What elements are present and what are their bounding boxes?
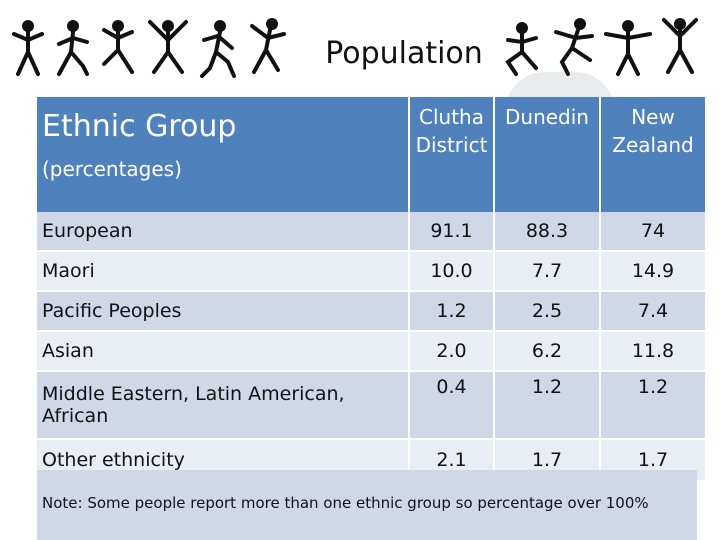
value-dunedin: 1.2 xyxy=(494,371,601,440)
row-label: European xyxy=(37,212,410,252)
table-row: Asian 2.0 6.2 11.8 xyxy=(37,331,705,372)
header-new-zealand: New Zealand xyxy=(600,97,705,212)
value-clutha: 10.0 xyxy=(409,251,495,292)
table-row: Maori 10.0 7.7 14.9 xyxy=(37,251,705,292)
row-label: Pacific Peoples xyxy=(37,291,410,332)
row-label: Asian xyxy=(37,331,410,372)
value-new-zealand: 14.9 xyxy=(600,251,705,292)
header-dunedin: Dunedin xyxy=(494,97,601,212)
table-row: Pacific Peoples 1.2 2.5 7.4 xyxy=(37,291,705,332)
value-new-zealand: 1.2 xyxy=(600,371,705,440)
ethnic-group-table: Ethnic Group (percentages) Clutha Distri… xyxy=(37,97,705,482)
value-new-zealand: 7.4 xyxy=(600,291,705,332)
value-clutha: 2.0 xyxy=(409,331,495,372)
value-dunedin: 6.2 xyxy=(494,331,601,372)
value-clutha: 0.4 xyxy=(409,371,495,440)
value-dunedin: 2.5 xyxy=(494,291,601,332)
page-title: Population xyxy=(325,36,483,71)
value-clutha: 91.1 xyxy=(409,212,495,252)
value-new-zealand: 74 xyxy=(600,212,705,252)
table-row: European 91.1 88.3 74 xyxy=(37,212,705,252)
title-bar: Population xyxy=(0,0,720,112)
header-clutha: Clutha District xyxy=(409,97,495,212)
stick-figures-left-decoration xyxy=(12,18,286,78)
header-group-cell: Ethnic Group (percentages) xyxy=(37,97,410,212)
footnote: Note: Some people report more than one e… xyxy=(37,470,697,540)
value-new-zealand: 11.8 xyxy=(600,331,705,372)
header-group-label: Ethnic Group xyxy=(42,109,237,144)
value-clutha: 1.2 xyxy=(409,291,495,332)
value-dunedin: 88.3 xyxy=(494,212,601,252)
table-row: Middle Eastern, Latin American, African … xyxy=(37,371,705,440)
value-dunedin: 7.7 xyxy=(494,251,601,292)
row-label: Middle Eastern, Latin American, African xyxy=(37,371,410,440)
stick-figures-right-decoration xyxy=(505,18,698,76)
row-label: Maori xyxy=(37,251,410,292)
header-group-sublabel: (percentages) xyxy=(42,157,182,181)
table-header-row: Ethnic Group (percentages) Clutha Distri… xyxy=(37,97,705,212)
